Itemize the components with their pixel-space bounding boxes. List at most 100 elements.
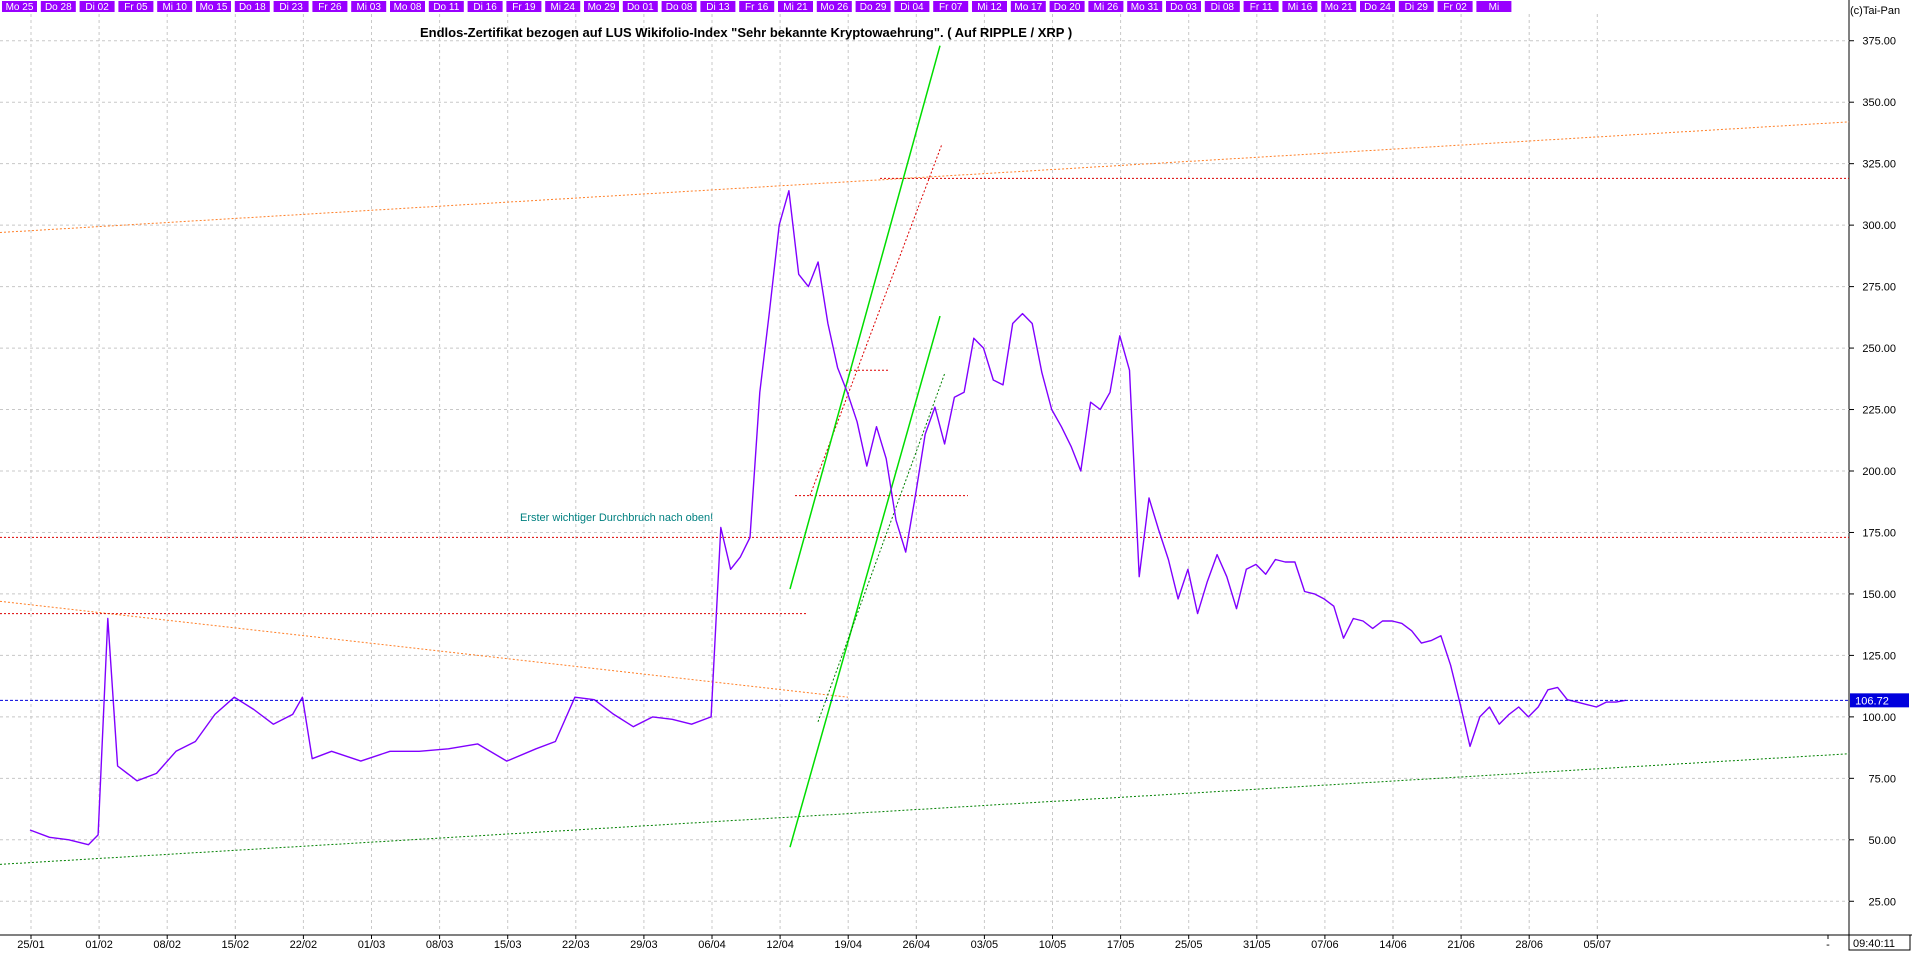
top-day-box — [661, 1, 697, 12]
top-day-box — [467, 1, 503, 12]
x-tick-label: 15/03 — [494, 939, 522, 951]
orange-resistance-upper — [0, 121, 1850, 234]
current-price-marker: 106.72 — [0, 693, 1909, 708]
top-day-label: Fr 11 — [1250, 2, 1273, 13]
top-day-box — [700, 1, 736, 12]
top-day-box — [545, 1, 581, 12]
top-day-box — [1010, 1, 1046, 12]
top-day-label: Fr 05 — [124, 2, 148, 13]
top-day-box — [1204, 1, 1240, 12]
top-day-label: Mo 31 — [1131, 2, 1159, 13]
top-day-label: Do 24 — [1364, 2, 1391, 13]
y-tick-label: 225.00 — [1862, 405, 1896, 417]
y-tick-label: 250.00 — [1862, 343, 1896, 355]
top-day-box — [351, 1, 387, 12]
top-day-label: Fr 07 — [939, 2, 963, 13]
top-day-label: Do 01 — [627, 2, 654, 13]
x-tick-label: 01/02 — [85, 939, 113, 951]
top-day-box — [778, 1, 813, 12]
x-tick-label: 15/02 — [222, 939, 250, 951]
y-tick-label: 150.00 — [1862, 589, 1896, 601]
green-dotted-trend — [817, 372, 946, 722]
time-label-box — [1848, 934, 1911, 951]
top-day-box — [972, 1, 1007, 12]
top-day-label: Mi 26 — [1094, 2, 1119, 13]
x-tick-label: - — [1826, 939, 1830, 951]
x-tick-label: 29/03 — [630, 939, 658, 951]
top-day-box — [234, 1, 270, 12]
x-tick-label: 17/05 — [1107, 939, 1135, 951]
price-line — [29, 189, 1626, 846]
x-tick-label: 10/05 — [1039, 939, 1067, 951]
top-date-band: Mo 25 Do 28 Di 02 Fr 05 Mi 10 Mo 15 Do 18 Di 23… — [2, 1, 1512, 13]
top-day-label: Di 04 — [900, 2, 924, 13]
top-day-box — [1321, 1, 1357, 12]
top-day-box — [1282, 1, 1318, 12]
top-day-box — [1049, 1, 1085, 12]
y-tick-label: 50.00 — [1868, 835, 1896, 847]
top-day-label: Fr 02 — [1443, 2, 1467, 13]
top-day-label: Mi 16 — [1288, 2, 1313, 13]
top-day-box — [312, 1, 348, 12]
top-day-box — [739, 1, 775, 12]
y-tick-label: 125.00 — [1862, 650, 1896, 662]
y-tick-label: 75.00 — [1868, 773, 1896, 785]
copyright-label: (c)Tai-Pan — [1850, 5, 1900, 17]
top-day-label: Mo 17 — [1014, 2, 1042, 13]
top-day-box — [1360, 1, 1395, 12]
top-day-box — [390, 1, 425, 12]
chart-title: Endlos-Zertifikat bezogen auf LUS Wikifo… — [420, 25, 1072, 40]
current-price-box — [1850, 693, 1909, 708]
top-day-label: Mi 12 — [977, 2, 1002, 13]
x-tick-label: 25/05 — [1175, 939, 1203, 951]
green-channel-upper — [789, 45, 941, 590]
x-tick-label: 19/04 — [834, 939, 862, 951]
x-tick-label: 22/03 — [562, 939, 590, 951]
x-tick-label: 21/06 — [1447, 939, 1475, 951]
top-day-label: Do 20 — [1054, 2, 1081, 13]
top-day-label: Mo 25 — [6, 2, 34, 13]
top-day-box — [933, 1, 969, 12]
top-day-label: Mo 08 — [394, 2, 422, 13]
x-tick-label: 03/05 — [971, 939, 999, 951]
top-day-box — [40, 1, 76, 12]
top-day-box — [428, 1, 464, 12]
x-tick-label: 08/03 — [426, 939, 454, 951]
breakout-annotation: Erster wichtiger Durchbruch nach oben! — [520, 512, 713, 524]
top-day-box — [273, 1, 309, 12]
x-tick-label: 31/05 — [1243, 939, 1271, 951]
top-day-label: Mi 10 — [162, 2, 187, 13]
top-day-box — [196, 1, 231, 12]
top-day-label: Mo 15 — [200, 2, 228, 13]
top-day-label: Do 11 — [433, 2, 459, 13]
top-day-box — [118, 1, 154, 12]
top-day-box — [894, 1, 930, 12]
top-day-label: Mo 26 — [820, 2, 848, 13]
top-day-label: Di 29 — [1405, 2, 1429, 13]
top-day-label: Mi — [1489, 2, 1500, 13]
top-day-box — [2, 1, 37, 12]
top-day-label: Mi 21 — [783, 2, 808, 13]
y-tick-label: 275.00 — [1862, 282, 1896, 294]
top-day-label: Fr 19 — [512, 2, 536, 13]
top-day-label: Mo 21 — [1325, 2, 1353, 13]
top-day-label: Mi 03 — [356, 2, 381, 13]
trend-lines — [0, 45, 1850, 865]
top-day-label: Di 23 — [279, 2, 303, 13]
top-day-box — [157, 1, 193, 12]
x-tick-label: 01/03 — [358, 939, 386, 951]
top-day-label: Do 28 — [45, 2, 72, 13]
top-day-box — [1476, 1, 1512, 12]
top-day-box — [622, 1, 658, 12]
top-day-box — [1088, 1, 1124, 12]
x-tick-label: 06/04 — [698, 939, 726, 951]
top-day-label: Di 02 — [85, 2, 109, 13]
top-day-box — [1398, 1, 1434, 12]
red-trend-steep — [809, 143, 943, 496]
y-tick-label: 375.00 — [1862, 36, 1896, 48]
green-support-lower — [0, 753, 1850, 865]
price-series — [29, 189, 1626, 846]
top-day-box — [1243, 1, 1279, 12]
